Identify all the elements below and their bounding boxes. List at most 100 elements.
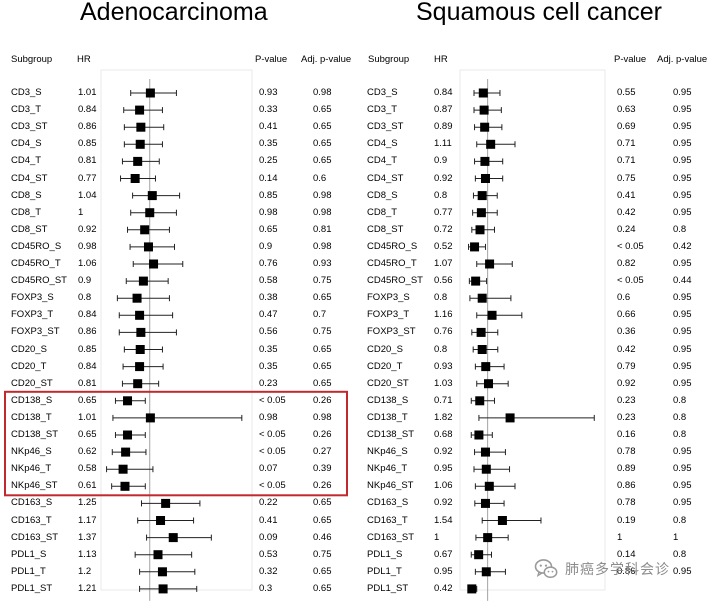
p-value: 0.35 xyxy=(259,138,278,150)
panel-title: Adenocarcinoma xyxy=(80,0,268,26)
hr-value: 1.01 xyxy=(78,411,97,423)
hr-value: 0.92 xyxy=(434,446,453,458)
hr-value: 0.86 xyxy=(78,121,97,133)
p-value: 0.58 xyxy=(259,275,278,287)
subgroup-label: PDL1_S xyxy=(367,548,403,560)
p-value: 0.19 xyxy=(617,514,636,526)
subgroup-label: FOXP3_S xyxy=(367,292,410,304)
p-value: 0.55 xyxy=(617,87,636,98)
adj-p-value: 0.8 xyxy=(673,514,687,526)
hr-point xyxy=(480,156,490,166)
p-value: 0.42 xyxy=(617,343,636,355)
column-header-adj-p-value: Adj. p-value xyxy=(657,54,708,65)
p-value: < 0.05 xyxy=(259,429,286,440)
column-header-subgroup: Subgroup xyxy=(11,54,53,65)
adj-p-value: 0.8 xyxy=(673,411,687,423)
hr-point xyxy=(480,498,490,508)
hr-value: 1.11 xyxy=(434,138,452,150)
adj-p-value: 0.26 xyxy=(313,429,332,440)
subgroup-label: CD163_ST xyxy=(367,531,414,543)
hr-point xyxy=(481,362,491,372)
subgroup-label: FOXP3_ST xyxy=(367,326,416,338)
hr-point xyxy=(140,225,150,235)
adj-p-value: 0.98 xyxy=(313,240,332,252)
hr-point xyxy=(135,345,145,354)
subgroup-label: CD8_T xyxy=(367,206,398,218)
hr-point xyxy=(480,447,490,457)
subgroup-label: NKp46_S xyxy=(367,446,408,458)
subgroup-label: PDL1_S xyxy=(11,548,47,560)
p-value: 0.41 xyxy=(259,514,278,526)
hr-point xyxy=(145,208,155,218)
adj-p-value: 0.75 xyxy=(313,275,332,287)
adj-p-value: 0.95 xyxy=(673,121,692,133)
hr-point xyxy=(505,413,515,423)
hr-value: 0.67 xyxy=(434,548,453,560)
p-value: 0.53 xyxy=(259,548,278,560)
hr-value: 1.82 xyxy=(434,411,453,423)
p-value: 0.82 xyxy=(617,258,636,269)
hr-value: 1 xyxy=(434,531,440,543)
p-value: 0.98 xyxy=(259,206,278,218)
subgroup-label: CD4_S xyxy=(367,138,398,150)
subgroup-label: FOXP3_S xyxy=(11,292,54,304)
subgroup-label: CD138_T xyxy=(11,411,52,423)
hr-value: 0.9 xyxy=(434,155,448,167)
subgroup-label: CD138_ST xyxy=(367,429,414,440)
p-value: 0.36 xyxy=(617,326,636,338)
hr-point xyxy=(467,584,477,594)
subgroup-label: CD20_T xyxy=(367,360,403,372)
adj-p-value: 0.6 xyxy=(313,172,327,184)
subgroup-label: NKp46_ST xyxy=(11,480,58,492)
adj-p-value: 0.95 xyxy=(673,87,692,98)
hr-point xyxy=(476,208,486,218)
p-value: 0.3 xyxy=(259,582,273,594)
hr-value: 0.81 xyxy=(78,155,97,167)
p-value: 0.89 xyxy=(617,463,636,475)
hr-value: 0.9 xyxy=(78,275,92,287)
p-value: 0.24 xyxy=(617,223,636,235)
p-value: 0.23 xyxy=(617,394,636,406)
column-header-adj-p-value: Adj. p-value xyxy=(301,54,352,65)
p-value: 0.66 xyxy=(617,309,636,321)
subgroup-label: CD163_S xyxy=(11,497,53,509)
adj-p-value: 0.98 xyxy=(313,87,332,98)
adj-p-value: 0.65 xyxy=(313,104,332,116)
hr-point xyxy=(121,447,131,457)
hr-point xyxy=(130,174,140,183)
subgroup-label: CD163_ST xyxy=(11,531,58,543)
adj-p-value: 0.95 xyxy=(673,292,692,304)
subgroup-label: CD3_T xyxy=(367,104,398,116)
hr-value: 0.92 xyxy=(434,497,453,509)
hr-point xyxy=(497,516,507,525)
hr-value: 0.84 xyxy=(78,309,97,321)
adj-p-value: 0.95 xyxy=(673,172,692,184)
hr-value: 0.89 xyxy=(434,121,453,133)
p-value: 0.23 xyxy=(617,411,636,423)
adj-p-value: 0.42 xyxy=(673,240,692,252)
hr-value: 0.84 xyxy=(78,360,97,372)
hr-point xyxy=(481,567,491,577)
hr-value: 0.65 xyxy=(78,429,97,440)
hr-value: 0.8 xyxy=(434,292,448,304)
p-value: 0.16 xyxy=(617,429,636,440)
hr-value: 0.92 xyxy=(434,172,453,184)
subgroup-label: CD20_ST xyxy=(367,377,409,389)
p-value: 0.6 xyxy=(617,292,631,304)
subgroup-label: CD4_S xyxy=(11,138,42,150)
hr-point xyxy=(156,516,166,525)
p-value: 0.09 xyxy=(259,531,278,543)
p-value: 0.32 xyxy=(259,565,278,577)
hr-point xyxy=(485,259,495,269)
adj-p-value: 0.8 xyxy=(673,394,687,406)
subgroup-label: CD138_ST xyxy=(11,429,58,440)
p-value: 0.9 xyxy=(259,240,273,252)
hr-point xyxy=(136,122,146,132)
subgroup-label: NKp46_T xyxy=(11,463,52,475)
hr-point xyxy=(475,225,485,235)
hr-value: 0.71 xyxy=(434,394,453,406)
adj-p-value: 1 xyxy=(673,531,679,543)
hr-value: 0.93 xyxy=(434,360,453,372)
subgroup-label: CD20_S xyxy=(11,343,47,355)
